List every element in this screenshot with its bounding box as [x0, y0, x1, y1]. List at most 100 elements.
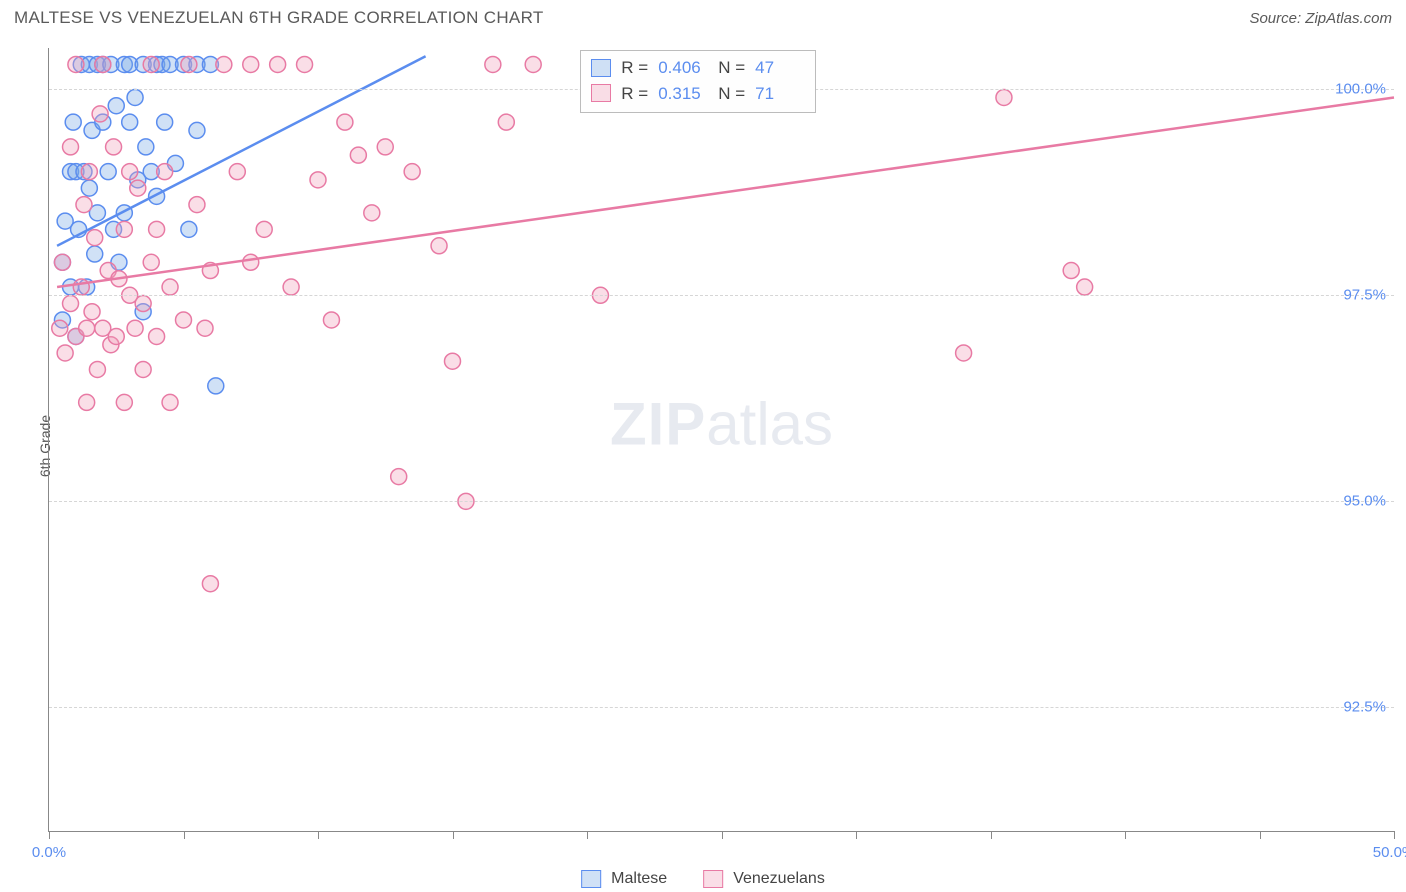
data-point — [92, 106, 108, 122]
data-point — [65, 114, 81, 130]
x-tick — [587, 831, 588, 839]
data-point — [1077, 279, 1093, 295]
y-tick-label: 95.0% — [1343, 493, 1386, 510]
x-tick — [184, 831, 185, 839]
data-point — [377, 139, 393, 155]
x-tick — [1125, 831, 1126, 839]
data-point — [84, 304, 100, 320]
plot-area: ZIPatlas 92.5%95.0%97.5%100.0%0.0%50.0%R… — [48, 48, 1394, 832]
data-point — [229, 164, 245, 180]
data-point — [76, 197, 92, 213]
data-point — [108, 98, 124, 114]
data-point — [149, 221, 165, 237]
data-point — [127, 320, 143, 336]
data-point — [130, 180, 146, 196]
chart-header: MALTESE VS VENEZUELAN 6TH GRADE CORRELAT… — [0, 0, 1406, 34]
stats-r-label: R = — [621, 55, 648, 81]
data-point — [485, 56, 501, 72]
x-tick-label: 50.0% — [1373, 844, 1406, 861]
data-point — [143, 254, 159, 270]
legend-item-maltese: Maltese — [581, 870, 667, 888]
data-point — [498, 114, 514, 130]
data-point — [323, 312, 339, 328]
data-point — [1063, 263, 1079, 279]
data-point — [176, 312, 192, 328]
stats-swatch — [591, 84, 611, 102]
chart-title: MALTESE VS VENEZUELAN 6TH GRADE CORRELAT… — [14, 8, 544, 28]
stats-n-label: N = — [718, 81, 745, 107]
x-tick — [991, 831, 992, 839]
legend-item-venezuelans: Venezuelans — [703, 870, 825, 888]
stats-row: R = 0.406 N = 47 — [591, 55, 805, 81]
data-point — [297, 56, 313, 72]
data-point — [108, 328, 124, 344]
gridline — [49, 707, 1394, 708]
data-point — [81, 164, 97, 180]
legend-swatch-maltese — [581, 870, 601, 888]
data-point — [157, 164, 173, 180]
data-point — [243, 56, 259, 72]
gridline — [49, 501, 1394, 502]
data-point — [310, 172, 326, 188]
data-point — [116, 394, 132, 410]
data-point — [391, 469, 407, 485]
data-point — [89, 361, 105, 377]
data-point — [162, 279, 178, 295]
x-tick — [49, 831, 50, 839]
chart-source: Source: ZipAtlas.com — [1249, 10, 1392, 27]
data-point — [68, 56, 84, 72]
x-tick — [453, 831, 454, 839]
data-point — [100, 164, 116, 180]
data-point — [181, 56, 197, 72]
data-point — [197, 320, 213, 336]
data-point — [122, 164, 138, 180]
stats-r-label: R = — [621, 81, 648, 107]
data-point — [337, 114, 353, 130]
data-point — [404, 164, 420, 180]
y-tick-label: 92.5% — [1343, 699, 1386, 716]
stats-swatch — [591, 59, 611, 77]
stats-n-value: 71 — [755, 81, 805, 107]
data-point — [162, 394, 178, 410]
stats-r-value: 0.315 — [658, 81, 708, 107]
data-point — [54, 254, 70, 270]
data-point — [135, 361, 151, 377]
stats-row: R = 0.315 N = 71 — [591, 81, 805, 107]
data-point — [116, 221, 132, 237]
data-point — [525, 56, 541, 72]
data-point — [157, 114, 173, 130]
data-point — [79, 394, 95, 410]
legend-label-maltese: Maltese — [611, 870, 667, 888]
data-point — [445, 353, 461, 369]
x-tick — [722, 831, 723, 839]
data-point — [181, 221, 197, 237]
data-point — [956, 345, 972, 361]
y-tick-label: 100.0% — [1335, 81, 1386, 98]
data-point — [63, 296, 79, 312]
data-point — [79, 320, 95, 336]
data-point — [127, 89, 143, 105]
data-point — [122, 114, 138, 130]
legend-label-venezuelans: Venezuelans — [733, 870, 825, 888]
data-point — [431, 238, 447, 254]
data-point — [256, 221, 272, 237]
x-tick — [856, 831, 857, 839]
data-point — [81, 180, 97, 196]
data-point — [243, 254, 259, 270]
x-tick-label: 0.0% — [32, 844, 66, 861]
data-point — [189, 122, 205, 138]
data-point — [143, 56, 159, 72]
gridline — [49, 295, 1394, 296]
stats-n-label: N = — [718, 55, 745, 81]
y-tick-label: 97.5% — [1343, 287, 1386, 304]
data-point — [87, 230, 103, 246]
data-point — [350, 147, 366, 163]
data-point — [52, 320, 68, 336]
legend: Maltese Venezuelans — [581, 870, 825, 888]
data-point — [87, 246, 103, 262]
stats-n-value: 47 — [755, 55, 805, 81]
data-point — [202, 576, 218, 592]
x-tick — [1394, 831, 1395, 839]
stats-r-value: 0.406 — [658, 55, 708, 81]
data-point — [216, 56, 232, 72]
